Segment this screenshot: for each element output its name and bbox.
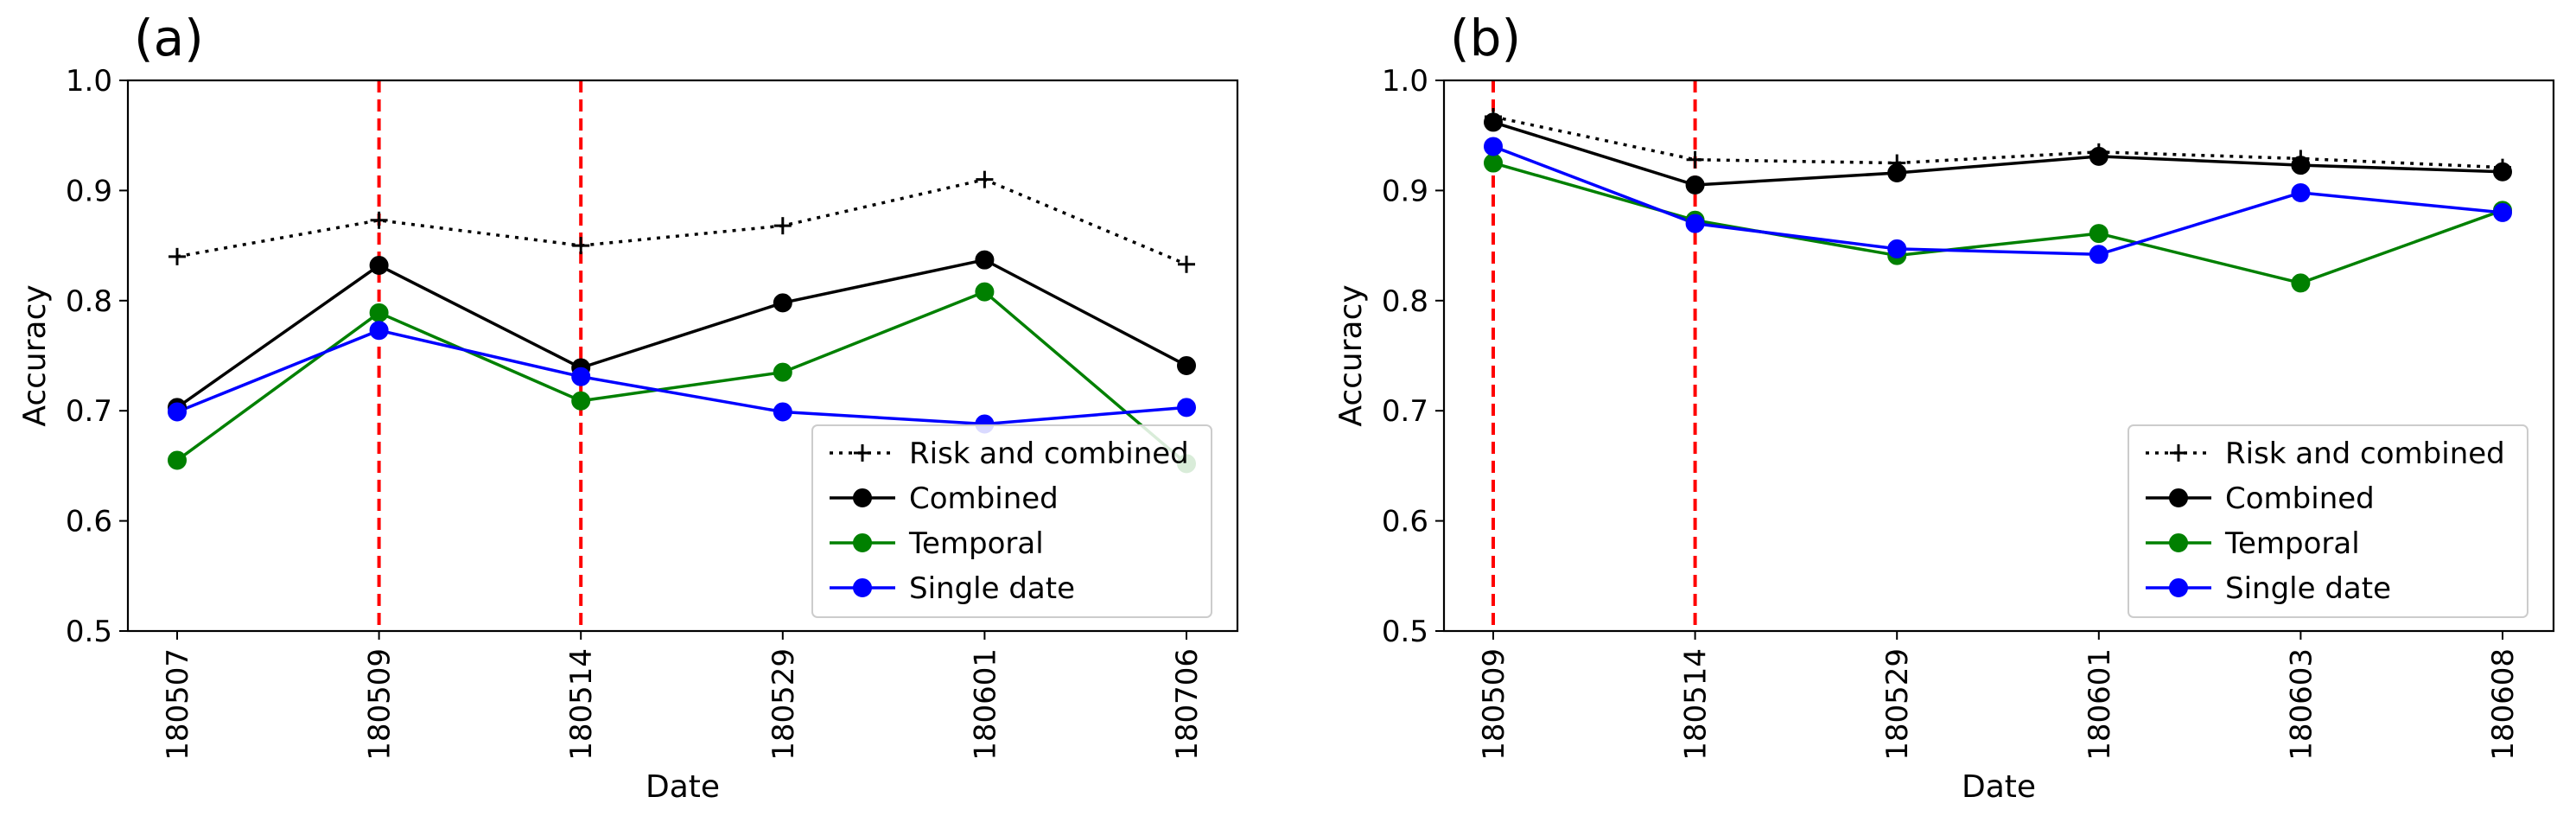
legend-box: [811, 424, 1212, 618]
data-point-combined-180601: [2089, 146, 2109, 166]
y-tick-label: 0.5: [66, 615, 112, 649]
y-tick-label: 0.8: [66, 284, 112, 319]
legend-marker-combined: [2169, 488, 2188, 507]
data-point-combined-180608: [2493, 162, 2512, 182]
y-tick-label: 0.6: [1382, 505, 1428, 539]
data-point-combined-180529: [773, 293, 792, 313]
series-line-temporal: [175, 290, 1188, 465]
x-tick-label: 180514: [1679, 648, 1714, 761]
data-point-single-date-180529: [773, 402, 792, 422]
y-tick-label: 1.0: [1382, 64, 1428, 99]
data-point-combined-180529: [1887, 163, 1907, 183]
legend-marker-temporal: [853, 533, 872, 552]
data-point-risk-and-combined-180514: [572, 237, 590, 255]
series-line-combined: [1492, 120, 2503, 187]
panel-label: (a): [134, 9, 204, 67]
data-point-combined-180514: [1685, 175, 1705, 195]
data-point-risk-and-combined-180514: [1686, 150, 1704, 169]
data-point-single-date-180514: [1685, 214, 1705, 233]
panel-label: (b): [1450, 9, 1521, 67]
y-tick-label: 1.0: [66, 64, 112, 99]
y-tick-label: 0.9: [66, 174, 112, 208]
data-point-single-date-180603: [2291, 182, 2311, 202]
x-tick-label: 180529: [766, 648, 801, 761]
data-point-single-date-180509: [369, 321, 389, 341]
x-tick-label: 180608: [2486, 648, 2521, 761]
plot-frame: [126, 79, 1239, 633]
x-tick-label: 180509: [1477, 648, 1511, 761]
legend-box: [2128, 424, 2528, 618]
y-tick-label: 0.7: [1382, 394, 1428, 429]
x-axis-label: Date: [646, 769, 720, 805]
x-tick-label: 180601: [968, 648, 1002, 761]
y-tick-label: 0.8: [1382, 284, 1428, 319]
data-point-combined-180601: [975, 250, 995, 270]
legend-marker-single-date: [2169, 578, 2188, 597]
data-point-risk-and-combined-180706: [1178, 255, 1195, 273]
y-tick-label: 0.9: [1382, 174, 1428, 208]
x-tick-label: 180706: [1170, 648, 1205, 761]
series-line-temporal: [1492, 161, 2503, 285]
data-point-single-date-180514: [571, 367, 591, 386]
y-tick-label: 0.6: [66, 505, 112, 539]
data-point-single-date-180509: [1484, 137, 1503, 156]
x-tick-label: 180601: [2083, 648, 2117, 761]
legend-label-combined: Combined: [2225, 481, 2375, 516]
x-axis-label: Date: [1962, 769, 2036, 805]
series-line-risk-and-combined: [176, 177, 1187, 266]
y-tick-label: 0.7: [66, 394, 112, 429]
legend-label-temporal: Temporal: [2224, 526, 2360, 561]
series-line-single-date: [176, 328, 1187, 426]
legend-label-temporal: Temporal: [908, 526, 1044, 561]
legend-label-risk-and-combined: Risk and combined: [2225, 437, 2505, 471]
legend: Risk and combined Combined Temporal Single …: [811, 424, 1212, 618]
data-point-temporal-180601: [975, 282, 995, 302]
legend-label-single-date: Single date: [2225, 571, 2391, 606]
plot-frame: [1442, 79, 2555, 633]
data-point-combined-180603: [2291, 156, 2311, 175]
data-point-risk-and-combined-180601: [976, 170, 994, 188]
legend-marker-risk-and-combined: [854, 444, 871, 462]
legend-marker-single-date: [853, 578, 872, 597]
data-point-temporal-180601: [2089, 224, 2109, 244]
data-point-combined-180509: [369, 256, 389, 276]
data-point-combined-180706: [1177, 355, 1196, 375]
data-point-single-date-180706: [1177, 398, 1196, 418]
data-point-risk-and-combined-180509: [370, 211, 388, 229]
x-tick-label: 180529: [1880, 648, 1915, 761]
x-tick-label: 180507: [161, 648, 195, 761]
data-point-temporal-180509: [1484, 153, 1503, 173]
data-point-single-date-180507: [168, 402, 187, 422]
y-tick-label: 0.5: [1382, 615, 1428, 649]
legend-label-combined: Combined: [909, 481, 1059, 516]
series-line-combined: [175, 258, 1187, 409]
legend-marker-combined: [853, 488, 872, 507]
data-point-combined-180509: [1484, 112, 1503, 132]
data-point-risk-and-combined-180507: [169, 247, 186, 265]
series-line-single-date: [1492, 144, 2503, 257]
data-point-single-date-180529: [1887, 239, 1907, 258]
chart-panel-0: 0.5 0.6 0.7 0.8 0.9 1.0 180507 180509 180514 1805…: [17, 9, 1239, 805]
data-point-temporal-180509: [369, 303, 389, 322]
x-tick-label: 180603: [2284, 648, 2318, 761]
y-axis-label: Accuracy: [1333, 284, 1369, 426]
data-point-temporal-180603: [2291, 273, 2311, 293]
data-point-temporal-180529: [773, 362, 792, 382]
legend-label-risk-and-combined: Risk and combined: [909, 437, 1189, 471]
data-point-temporal-180507: [168, 450, 187, 470]
x-tick-label: 180514: [564, 648, 599, 761]
legend-marker-temporal: [2169, 533, 2188, 552]
data-point-temporal-180514: [571, 391, 591, 411]
x-tick-label: 180509: [363, 648, 398, 761]
legend-marker-risk-and-combined: [2170, 444, 2187, 462]
data-point-single-date-180608: [2493, 202, 2512, 222]
chart-panel-1: 0.5 0.6 0.7 0.8 0.9 1.0 180509 180514 180529 1806…: [1333, 9, 2555, 805]
legend-label-single-date: Single date: [909, 571, 1075, 606]
legend: Risk and combined Combined Temporal Single …: [2128, 424, 2528, 618]
series-line-risk-and-combined: [1492, 115, 2503, 169]
y-axis-label: Accuracy: [17, 284, 53, 426]
data-point-single-date-180601: [2089, 245, 2109, 265]
data-point-risk-and-combined-180529: [773, 217, 792, 235]
